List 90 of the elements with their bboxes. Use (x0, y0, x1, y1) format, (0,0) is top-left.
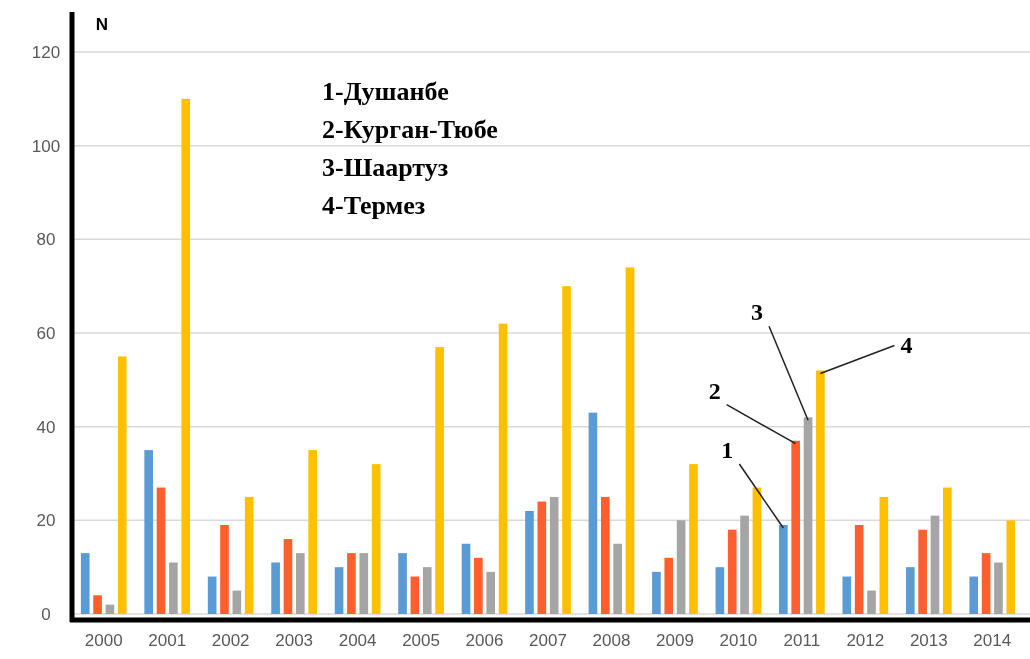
bar (969, 576, 979, 614)
y-tick-label: 0 (41, 604, 51, 624)
text: 2 (708, 377, 721, 404)
bar (169, 562, 178, 614)
bar (854, 525, 864, 614)
bar (791, 440, 801, 614)
bar (537, 501, 547, 614)
bar (486, 571, 496, 614)
bar (283, 539, 293, 614)
bar (676, 520, 686, 614)
x-tick-label: 2003 (275, 631, 314, 650)
bar (664, 557, 674, 614)
bar (905, 567, 915, 614)
bar (779, 525, 788, 614)
annotation: 3-Шаартуз (322, 153, 449, 182)
bar (930, 515, 940, 614)
bar (181, 98, 191, 614)
bar (715, 567, 725, 614)
bar (474, 557, 483, 614)
bar (334, 567, 344, 614)
x-tick-label: 2010 (719, 631, 758, 650)
x-tick-label: 2005 (402, 631, 440, 650)
bar (625, 267, 635, 614)
bar (144, 450, 153, 614)
bar (220, 525, 229, 614)
bar (613, 543, 622, 614)
bar (410, 576, 420, 614)
annotation: 2-Курган-Тюбе (322, 115, 498, 144)
bar (600, 496, 610, 614)
bar (842, 576, 852, 614)
y-tick-label: 60 (36, 323, 56, 343)
bar (498, 323, 508, 614)
bar (652, 571, 661, 614)
x-tick-label: 2007 (529, 631, 567, 650)
bar (80, 553, 90, 614)
y-tick-label: 40 (36, 417, 56, 437)
x-tick-label: 2002 (211, 631, 250, 650)
bar (549, 496, 559, 614)
bar (359, 553, 369, 614)
bar (943, 487, 952, 614)
bar (867, 590, 876, 614)
bar (295, 553, 305, 614)
bar (435, 347, 444, 614)
x-tick-label: 2006 (465, 631, 504, 650)
x-tick-label: 2013 (909, 631, 948, 650)
bar (816, 370, 825, 614)
y-axis-title: N (95, 15, 109, 34)
x-tick-label: 2011 (783, 631, 821, 650)
x-tick-label: 2001 (148, 631, 187, 650)
bar (244, 496, 254, 614)
bar (461, 543, 471, 614)
bar (271, 562, 280, 614)
bar (740, 515, 749, 614)
bar (156, 487, 166, 614)
annotation: 4-Термез (322, 191, 426, 220)
text: 3 (751, 299, 764, 326)
bar (1006, 520, 1016, 614)
annotation: 1-Душанбе (322, 77, 449, 106)
bar (232, 590, 242, 614)
bar (752, 487, 762, 614)
y-tick-label: 20 (36, 511, 56, 531)
bar (879, 496, 889, 614)
bar (398, 553, 407, 614)
x-tick-label: 2008 (592, 631, 631, 650)
bar (422, 567, 432, 614)
bar (981, 553, 991, 614)
x-tick-label: 2012 (846, 631, 885, 650)
bar (371, 464, 381, 614)
bar (588, 412, 598, 614)
y-tick-label: 120 (31, 42, 61, 62)
bar (347, 553, 356, 614)
bar (689, 464, 698, 614)
x-tick-label: 2000 (84, 631, 123, 650)
x-tick-label: 2014 (973, 631, 1012, 650)
bar (727, 529, 737, 614)
bar (803, 417, 813, 614)
y-tick-label: 80 (36, 230, 56, 250)
y-tick-label: 100 (31, 136, 61, 156)
bar (117, 356, 127, 614)
bar (525, 510, 534, 614)
bar (994, 562, 1003, 614)
x-tick-label: 2009 (656, 631, 694, 650)
bar (562, 286, 571, 614)
text: 4 (900, 332, 913, 359)
bar (207, 576, 217, 614)
text: 1 (721, 437, 734, 464)
bar (918, 529, 927, 614)
bar (93, 595, 102, 614)
bar (308, 450, 317, 614)
x-tick-label: 2004 (338, 631, 377, 650)
